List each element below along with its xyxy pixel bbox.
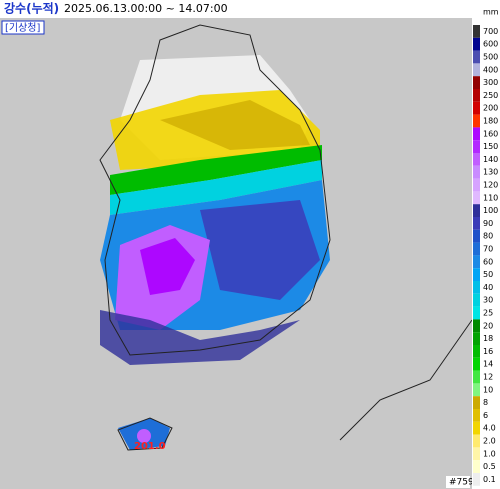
legend-label: 14	[483, 360, 493, 369]
legend-swatch	[473, 306, 480, 320]
legend-swatch	[473, 396, 480, 409]
legend-swatch	[473, 434, 480, 448]
legend-label: 10	[483, 385, 493, 394]
legend-label: 130	[483, 168, 498, 177]
legend-swatch	[473, 89, 480, 102]
legend-label: 2.0	[483, 437, 496, 446]
legend-label: 30	[483, 296, 493, 305]
legend-label: 400	[483, 65, 498, 74]
coastline	[99, 24, 473, 451]
legend-label: 18	[483, 334, 493, 343]
legend-swatch	[473, 178, 480, 192]
legend-swatch	[473, 204, 480, 217]
source: [기상청]	[5, 22, 41, 34]
legend-swatch	[473, 460, 480, 473]
title: 강수(누적)	[4, 1, 59, 16]
frame-id-box	[446, 476, 470, 488]
legend-label: 60	[483, 257, 493, 266]
legend-swatch	[473, 242, 480, 256]
legend-label: 8	[483, 398, 488, 407]
legend-label: 200	[483, 104, 498, 113]
legend: 700 600 500 400 300 250 200 180 160 150 140 130 120 1…	[473, 25, 498, 486]
legend-label: 100	[483, 206, 498, 215]
legend-label: 50	[483, 270, 493, 279]
header-bar	[0, 0, 472, 18]
legend-swatch	[473, 217, 480, 230]
legend-label: 110	[483, 193, 498, 202]
legend-label: 500	[483, 53, 498, 62]
legend-swatch	[473, 293, 480, 307]
legend-label: 120	[483, 181, 498, 190]
precip-field	[100, 55, 330, 450]
legend-swatch	[473, 114, 480, 128]
legend-swatch	[473, 319, 480, 333]
legend-swatch	[473, 268, 480, 281]
legend-swatch	[473, 255, 480, 269]
period: 2025.06.13.00:00 ~ 14.07:00	[64, 2, 228, 15]
legend-label: 90	[483, 219, 493, 228]
legend-label: 180	[483, 117, 498, 126]
legend-swatch	[473, 409, 480, 422]
legend-label: 70	[483, 245, 493, 254]
legend-label: 12	[483, 373, 493, 382]
legend-swatch	[473, 447, 480, 461]
legend-label: 20	[483, 321, 493, 330]
legend-swatch	[473, 332, 480, 345]
source-box	[1, 20, 45, 35]
legend-label: 160	[483, 129, 498, 138]
legend-label: 140	[483, 155, 498, 164]
legend-label: 0.5	[483, 462, 496, 471]
legend-swatch	[473, 25, 480, 38]
legend-swatch	[473, 357, 480, 371]
legend-label: 1.0	[483, 449, 496, 458]
legend-label: 80	[483, 232, 493, 241]
legend-swatch	[473, 229, 480, 243]
legend-swatch	[473, 370, 480, 384]
legend-swatch	[473, 37, 480, 51]
legend-swatch	[473, 76, 480, 89]
legend-label: 150	[483, 142, 498, 151]
legend-swatch	[473, 191, 480, 205]
legend-label: 600	[483, 40, 498, 49]
legend-swatch	[473, 421, 480, 435]
legend-swatch	[473, 140, 480, 153]
legend-label: 16	[483, 347, 493, 356]
legend-label: 25	[483, 309, 493, 318]
legend-label: 6	[483, 411, 488, 420]
legend-swatch	[473, 153, 480, 166]
legend-swatch	[473, 383, 480, 397]
legend-swatch	[473, 127, 480, 141]
legend-label: 40	[483, 283, 493, 292]
legend-swatch	[473, 345, 480, 358]
frame-id: #759	[449, 478, 474, 488]
legend-swatch	[473, 63, 480, 77]
legend-swatch	[473, 101, 480, 115]
legend-swatch	[473, 473, 480, 486]
legend-swatch	[473, 281, 480, 294]
legend-label: 300	[483, 78, 498, 87]
legend-unit: mm	[483, 8, 499, 17]
legend-label: 700	[483, 27, 498, 36]
legend-label: 4.0	[483, 424, 496, 433]
max-label: 201.0	[134, 441, 166, 452]
legend-label: 250	[483, 91, 498, 100]
legend-swatch	[473, 50, 480, 64]
legend-swatch	[473, 165, 480, 179]
legend-label: 0.1	[483, 475, 496, 484]
